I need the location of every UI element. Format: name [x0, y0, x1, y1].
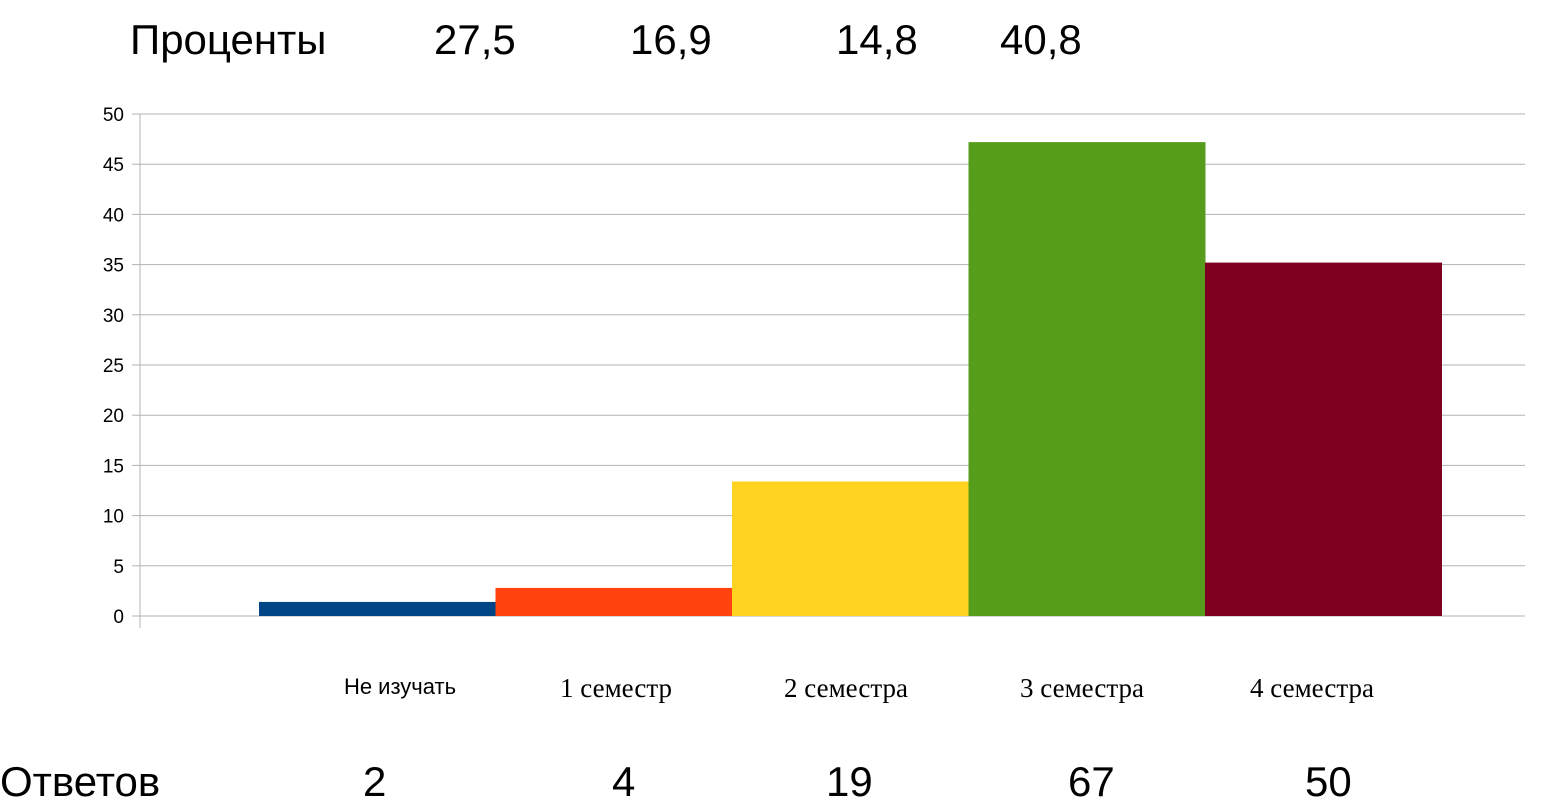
- bar-2: [495, 587, 733, 616]
- x-tick-label-5: 4 семестра: [1250, 673, 1374, 703]
- bars: [259, 142, 1442, 616]
- bar-1: [259, 601, 496, 616]
- percent-value-1: 27,5: [434, 16, 516, 63]
- y-tick-label: 40: [103, 205, 124, 226]
- y-tick-labels: 0 5 10 15 20 25 30 35 40 45 50: [103, 105, 124, 628]
- answers-value-4: 67: [1068, 758, 1115, 805]
- y-tick-label: 45: [103, 155, 124, 176]
- percent-value-3: 14,8: [836, 16, 918, 63]
- x-tick-labels: Не изучать 1 семестр 2 семестра 3 семестра 4…: [344, 673, 1374, 703]
- y-tick-label: 0: [113, 607, 124, 628]
- answers-row-label: Ответов: [0, 758, 161, 805]
- y-tick-label: 25: [103, 356, 124, 377]
- answers-value-1: 2: [363, 758, 387, 805]
- y-tick-label: 15: [103, 456, 124, 477]
- percent-row-label: Проценты: [130, 16, 327, 63]
- percent-value-2: 16,9: [630, 16, 712, 63]
- answers-value-2: 4: [612, 758, 636, 805]
- y-tick-label: 5: [113, 557, 124, 578]
- bar-3: [732, 481, 969, 616]
- answers-value-5: 50: [1305, 758, 1352, 805]
- percent-value-4: 40,8: [1000, 16, 1082, 63]
- y-tick-label: 30: [103, 306, 124, 327]
- y-tick-label: 50: [103, 105, 124, 126]
- x-tick-label-1: Не изучать: [344, 674, 456, 699]
- x-tick-label-4: 3 семестра: [1020, 673, 1144, 703]
- answers-value-3: 19: [826, 758, 873, 805]
- x-tick-label-3: 2 семестра: [784, 673, 908, 703]
- y-tick-label: 35: [103, 256, 124, 277]
- bar-5: [1205, 262, 1442, 616]
- bar-chart: 0 5 10 15 20 25 30 35 40 45 50 Не изучать 1 семестр…: [103, 105, 1525, 703]
- y-tick-label: 20: [103, 406, 124, 427]
- percent-row: Проценты 27,5 16,9 14,8 40,8: [0, 10, 1545, 70]
- x-tick-label-2: 1 семестр: [560, 673, 672, 703]
- answers-row: Ответов 2 4 19 67 50: [0, 752, 1545, 812]
- bar-4: [968, 142, 1206, 616]
- y-tick-label: 10: [103, 507, 124, 528]
